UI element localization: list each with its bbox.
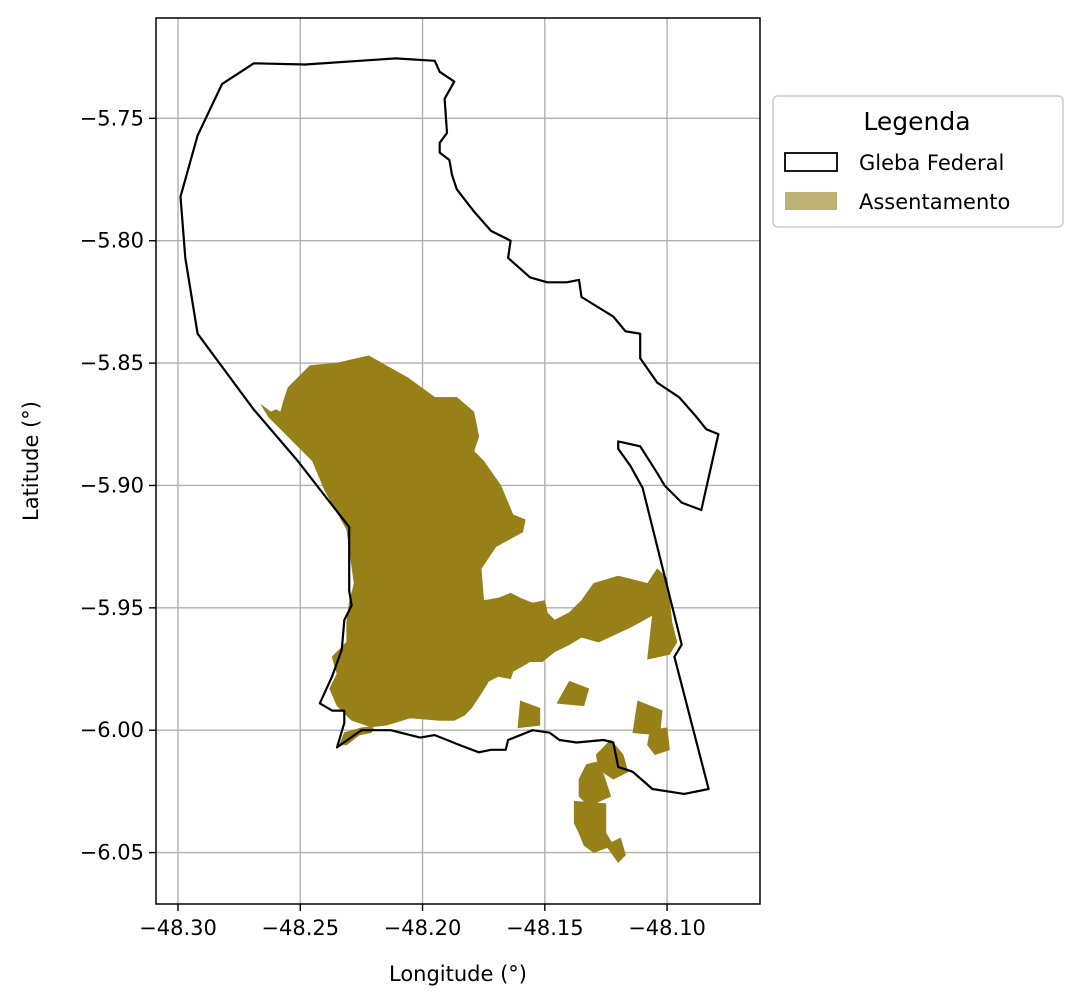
plot-frame [155,17,761,905]
x-axis-title: Longitude (°) [389,962,527,986]
y-tick-label: −5.90 [80,473,144,497]
gleba-federal-layer [179,57,720,795]
legend: Legenda Gleba Federal Assentamento [772,95,1064,228]
assentamento-polygon-9 [647,727,670,755]
legend-title: Legenda [863,107,970,136]
y-tick-label: −5.85 [80,351,144,375]
x-tick-label: −48.10 [628,916,706,940]
assentamento-polygon-1 [260,355,678,746]
assentamento-layer [260,355,678,863]
axis-ticks: −48.30 −48.25 −48.20 −48.15 −48.10 −5.75 −5.80… [80,106,706,940]
assentamento-polygon-7 [573,800,614,853]
legend-label-assentamento: Assentamento [859,190,1010,214]
assentamento-polygon-3 [517,700,541,729]
y-tick-label: −5.95 [80,596,144,620]
assentamento-polygon-10 [605,837,626,863]
assentamento-polygon-6 [578,761,612,807]
gleba-federal-boundary [179,57,720,795]
legend-box [772,95,1064,228]
legend-swatch-assentamento [785,192,837,210]
legend-label-gleba-federal: Gleba Federal [859,151,1004,175]
x-tick-label: −48.20 [384,916,462,940]
y-tick-label: −6.05 [80,841,144,865]
legend-swatch-gleba-federal [784,152,838,172]
assentamento-polygon-4 [556,681,590,707]
y-tick-label: −5.75 [80,106,144,130]
y-axis-title: Latitude (°) [19,401,43,521]
x-tick-label: −48.15 [506,916,584,940]
y-tick-label: −5.80 [80,229,144,253]
x-tick-label: −48.25 [261,916,339,940]
x-tick-label: −48.30 [139,916,217,940]
assentamento-polygon-2 [417,632,448,662]
assentamento-polygon-8 [595,739,629,780]
y-tick-label: −6.00 [80,718,144,742]
